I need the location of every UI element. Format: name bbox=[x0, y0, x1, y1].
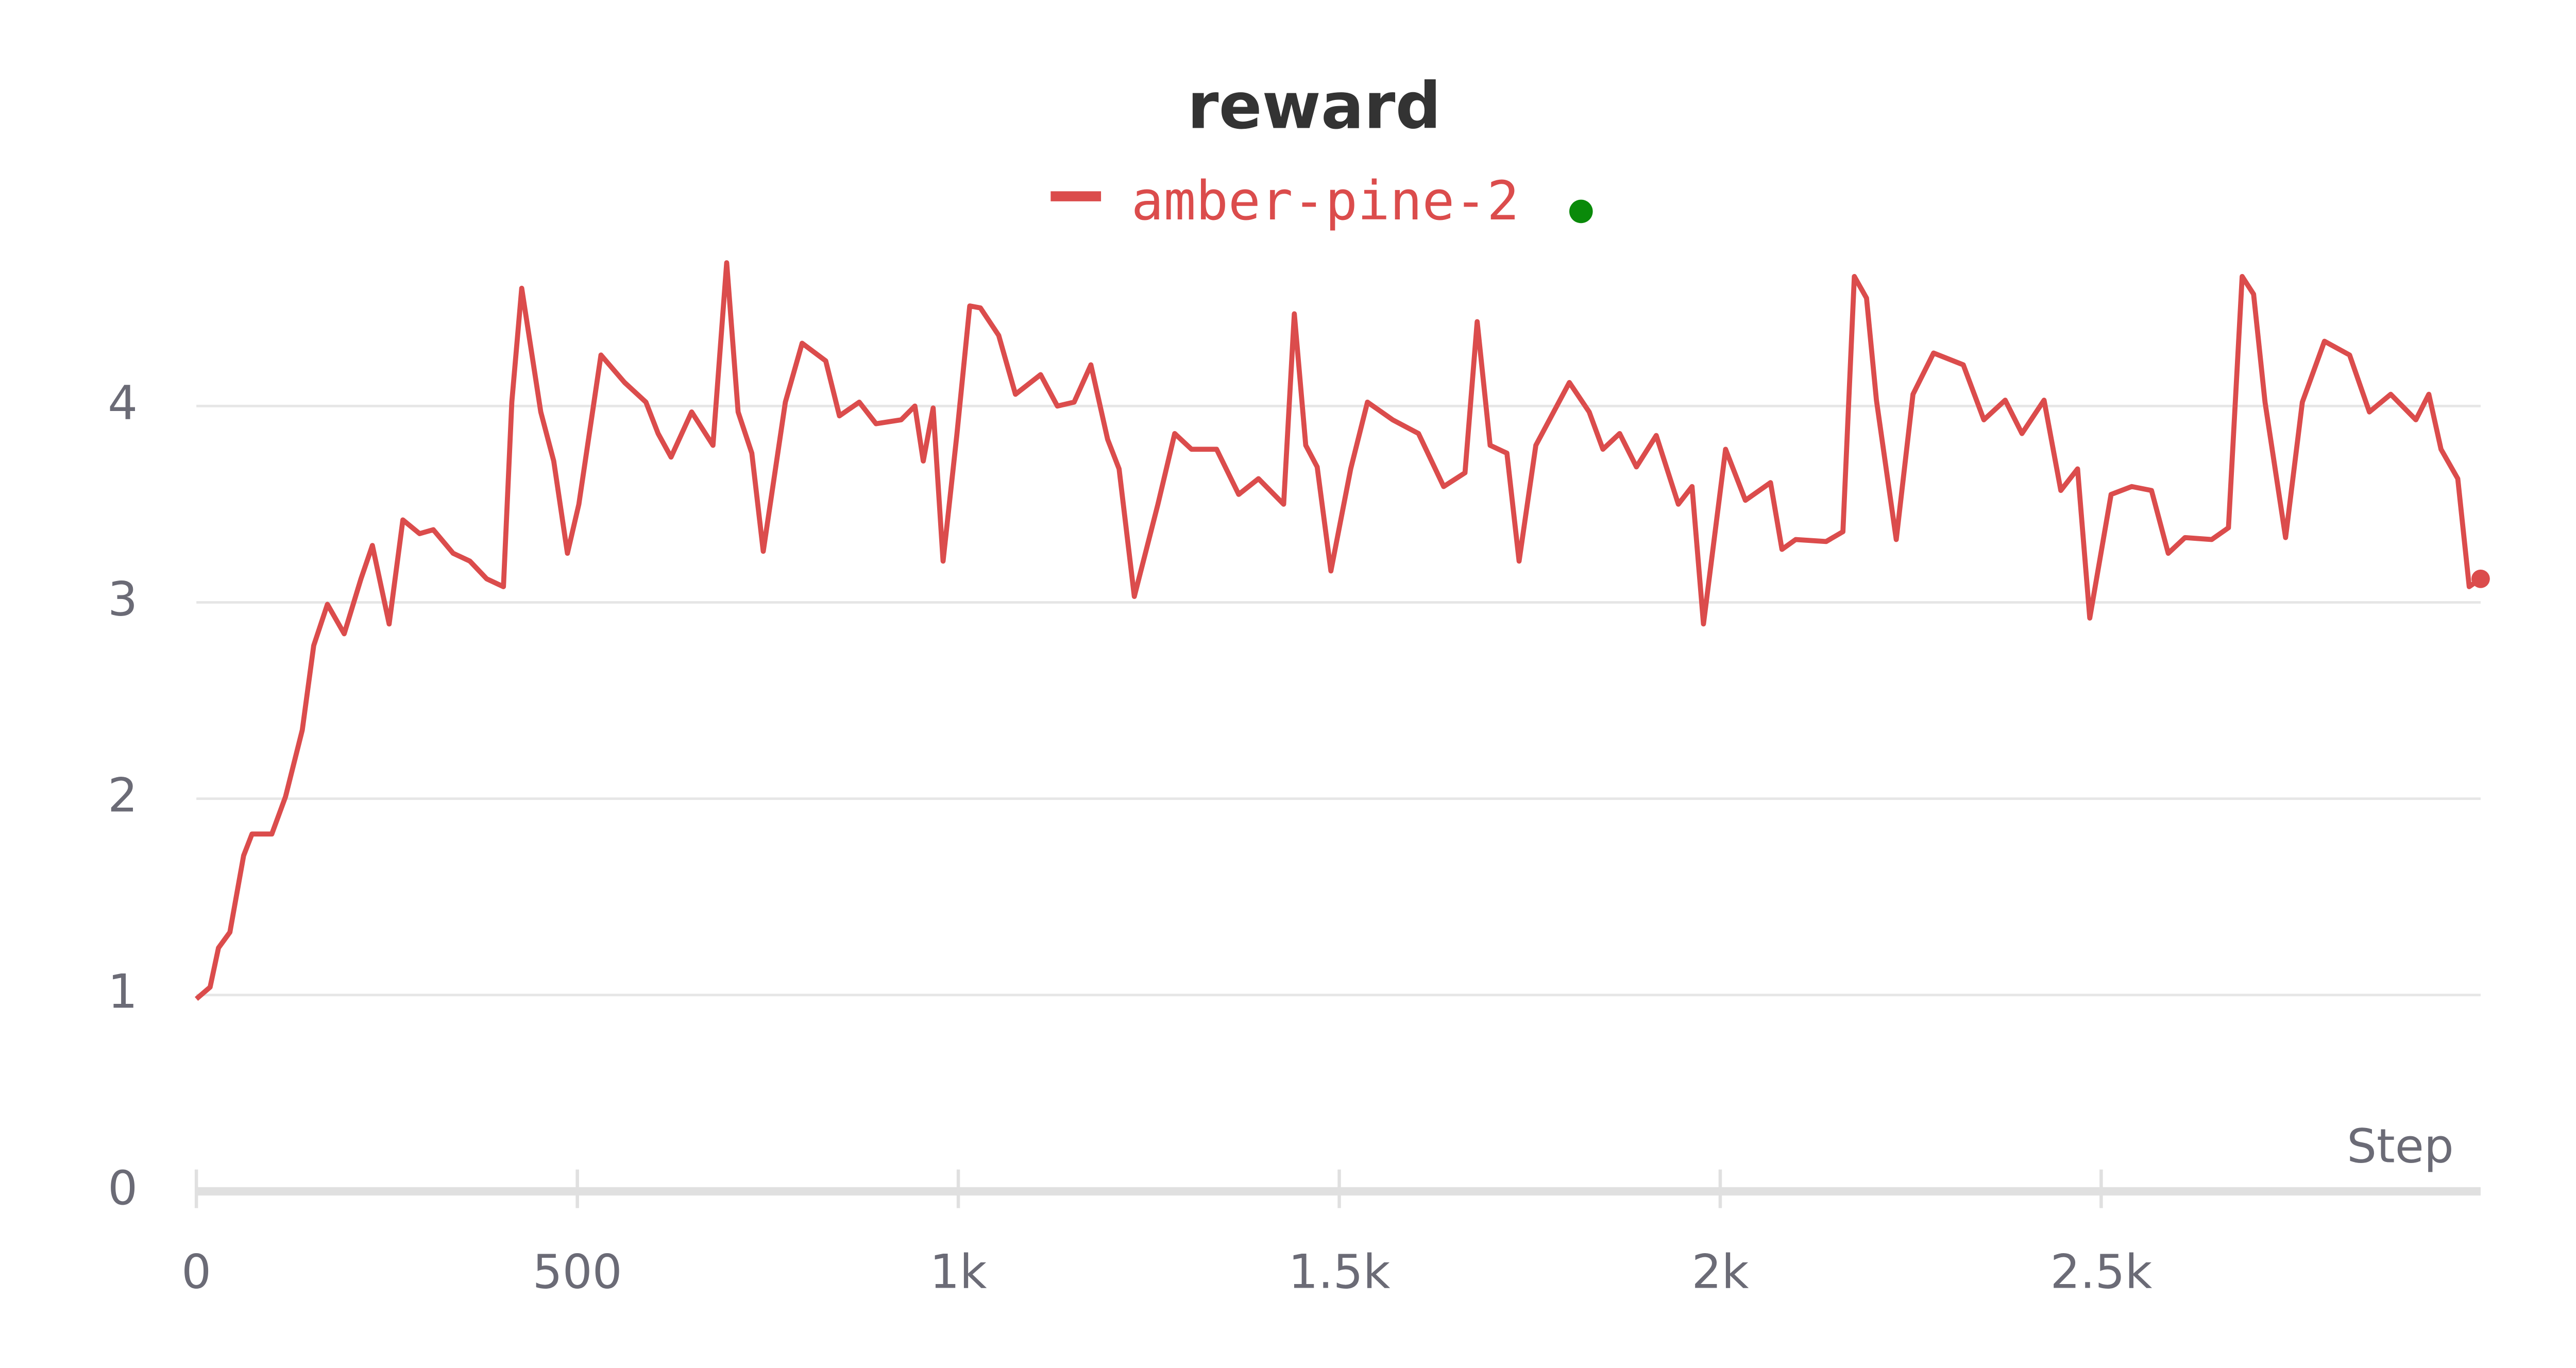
y-tick-label: 2 bbox=[108, 768, 138, 823]
y-tick-label: 3 bbox=[108, 571, 138, 626]
x-tick-label: 2.5k bbox=[2050, 1244, 2152, 1299]
x-tick-label: 1k bbox=[930, 1244, 987, 1299]
line-series bbox=[194, 260, 2482, 1001]
x-tick-label: 0 bbox=[181, 1244, 211, 1299]
x-tick-label: 2k bbox=[1692, 1244, 1749, 1299]
x-tick-label: 1.5k bbox=[1289, 1244, 1391, 1299]
legend-label: amber-pine-2 bbox=[1131, 169, 1519, 232]
y-tick-label: 4 bbox=[108, 375, 138, 430]
x-tick-label: 500 bbox=[533, 1244, 622, 1299]
chart-title: reward bbox=[1188, 70, 1442, 144]
y-tick-label: 1 bbox=[108, 964, 138, 1019]
last-point bbox=[2471, 569, 2490, 588]
y-tick-label: 0 bbox=[108, 1160, 138, 1216]
status-dot bbox=[1569, 199, 1593, 224]
legend: amber-pine-2 bbox=[1050, 169, 1593, 232]
x-axis-label: Step bbox=[2347, 1118, 2454, 1173]
